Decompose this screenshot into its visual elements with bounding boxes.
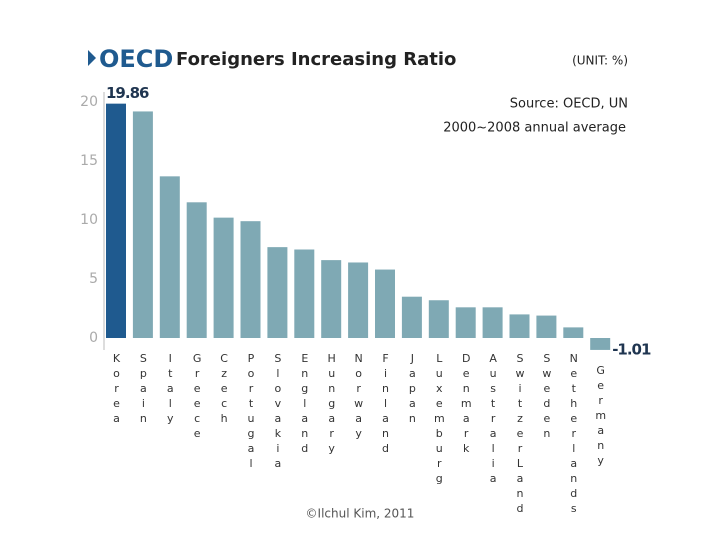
bar xyxy=(428,300,449,338)
x-tick-label: Czech xyxy=(218,352,231,427)
y-tick-label: 10 xyxy=(80,212,98,228)
bar xyxy=(267,247,288,338)
x-tick-label: Germany xyxy=(594,364,607,469)
y-tick-label: 20 xyxy=(80,94,98,110)
bar xyxy=(482,307,503,338)
bar xyxy=(132,111,153,338)
bar xyxy=(536,315,557,338)
x-tick-label: Sweden xyxy=(540,352,553,442)
bar xyxy=(321,260,342,338)
chart-title: Foreigners Increasing Ratio xyxy=(176,49,456,70)
x-tick-label: Greece xyxy=(191,352,204,442)
unit: (UNIT: %) xyxy=(572,54,628,68)
bar xyxy=(213,217,234,338)
x-tick-label: Hungary xyxy=(325,352,338,457)
logo-arrow xyxy=(88,50,96,66)
source: Source: OECD, UN xyxy=(510,97,628,112)
logo: OECD xyxy=(99,45,173,73)
y-tick-label: 5 xyxy=(89,271,98,287)
bar xyxy=(186,202,207,338)
credit: ©Ilchul Kim, 2011 xyxy=(306,507,415,521)
bar xyxy=(375,269,395,338)
bar xyxy=(240,221,261,338)
bar xyxy=(106,103,126,338)
bar xyxy=(348,262,369,338)
bar xyxy=(563,327,584,338)
value-label: -1.01 xyxy=(612,340,651,358)
bar xyxy=(294,249,315,338)
x-tick-label: Finland xyxy=(379,352,392,457)
x-tick-label: Australia xyxy=(487,352,500,487)
value-label: 19.86 xyxy=(106,84,149,102)
x-tick-label: Netherlands xyxy=(567,352,580,517)
x-tick-label: Japan xyxy=(406,352,419,427)
y-tick-label: 15 xyxy=(80,153,98,169)
x-tick-label: SwitzerLand xyxy=(514,352,527,517)
bar xyxy=(509,314,530,338)
x-tick-label: Slovakia xyxy=(271,352,284,472)
x-tick-label: Luxemburg xyxy=(433,352,446,487)
x-tick-label: Italy xyxy=(164,352,177,427)
x-tick-label: Spain xyxy=(137,352,150,427)
bar xyxy=(590,338,611,350)
subtitle: 2000~2008 annual average xyxy=(443,121,626,136)
x-tick-label: Denmark xyxy=(460,352,473,457)
bar xyxy=(159,176,180,338)
bar xyxy=(401,296,422,338)
x-tick-label: Norway xyxy=(352,352,365,442)
x-tick-label: England xyxy=(298,352,311,457)
bar xyxy=(455,307,476,338)
y-tick-label: 0 xyxy=(89,330,98,346)
x-tick-label: Korea xyxy=(110,352,123,427)
x-tick-label: Portugal xyxy=(245,352,258,472)
